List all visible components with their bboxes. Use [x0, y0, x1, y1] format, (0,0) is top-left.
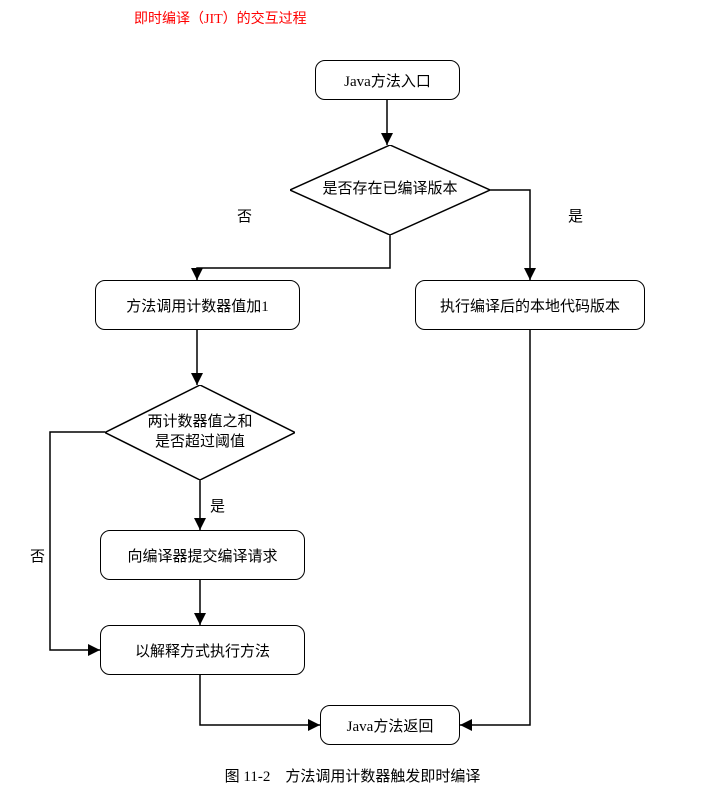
node-d2-label: 两计数器值之和 是否超过阈值 [105, 385, 295, 480]
node-d1-label: 是否存在已编译版本 [290, 145, 490, 235]
node-exec-label: 执行编译后的本地代码版本 [440, 295, 620, 316]
node-return-label: Java方法返回 [347, 715, 434, 736]
node-d1: 是否存在已编译版本 [290, 145, 490, 235]
node-entry-label: Java方法入口 [344, 70, 431, 91]
node-entry: Java方法入口 [315, 60, 460, 100]
node-interpret: 以解释方式执行方法 [100, 625, 305, 675]
node-return: Java方法返回 [320, 705, 460, 745]
edge-label-d1-yes: 是 [568, 205, 583, 226]
node-d2: 两计数器值之和 是否超过阈值 [105, 385, 295, 480]
node-counter: 方法调用计数器值加1 [95, 280, 300, 330]
edge-label-d2-yes: 是 [210, 495, 225, 516]
edge-label-d1-no: 否 [237, 205, 252, 226]
node-submit-label: 向编译器提交编译请求 [127, 545, 277, 566]
node-submit: 向编译器提交编译请求 [100, 530, 305, 580]
figure-title: 即时编译（JIT）的交互过程 [134, 8, 307, 28]
figure-caption: 图 11-2 方法调用计数器触发即时编译 [0, 765, 705, 786]
node-interpret-label: 以解释方式执行方法 [135, 640, 270, 661]
node-counter-label: 方法调用计数器值加1 [126, 295, 269, 316]
edge-label-d2-no: 否 [30, 545, 45, 566]
node-exec: 执行编译后的本地代码版本 [415, 280, 645, 330]
